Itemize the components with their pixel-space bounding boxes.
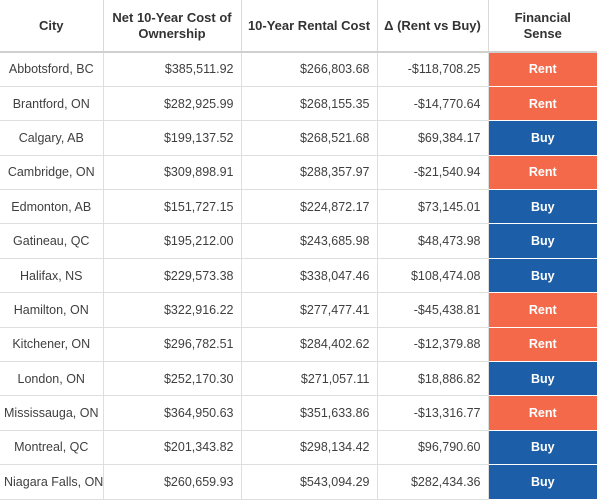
- financial-sense-badge: Buy: [488, 223, 597, 259]
- cell-ownership-cost: $282,925.99: [103, 86, 242, 122]
- header-ownership-label: Net 10-Year Cost of Ownership: [112, 9, 232, 41]
- table-row: Cambridge, ON $309,898.91 $288,357.97 -$21,…: [0, 155, 597, 191]
- cell-ownership-cost: $260,659.93: [103, 464, 242, 500]
- table-row: Montreal, QC $201,343.82 $298,134.42 $96,79…: [0, 430, 597, 466]
- cell-delta: -$45,438.81: [377, 292, 489, 328]
- cell-rental-cost: $271,057.11: [241, 361, 378, 397]
- financial-sense-badge: Rent: [488, 292, 597, 328]
- cell-delta: $282,434.36: [377, 464, 489, 500]
- financial-sense-badge: Buy: [488, 258, 597, 294]
- financial-sense-badge: Rent: [488, 327, 597, 363]
- financial-sense-badge: Rent: [488, 86, 597, 122]
- table-row: Hamilton, ON $322,916.22 $277,477.41 -$45,4…: [0, 292, 597, 328]
- cell-rental-cost: $543,094.29: [241, 464, 378, 500]
- cell-ownership-cost: $309,898.91: [103, 155, 242, 191]
- cell-rental-cost: $266,803.68: [241, 52, 378, 87]
- table-row: Kitchener, ON $296,782.51 $284,402.62 -$12,…: [0, 327, 597, 363]
- cell-delta: -$13,316.77: [377, 395, 489, 431]
- cell-delta: $73,145.01: [377, 189, 489, 225]
- cell-delta: -$12,379.88: [377, 327, 489, 363]
- financial-sense-badge: Rent: [488, 52, 597, 87]
- cell-delta: $96,790.60: [377, 430, 489, 466]
- cell-city: Halifax, NS: [0, 258, 104, 294]
- financial-sense-badge: Rent: [488, 395, 597, 431]
- table-row: Edmonton, AB $151,727.15 $224,872.17 $73,14…: [0, 189, 597, 225]
- cell-rental-cost: $224,872.17: [241, 189, 378, 225]
- cell-ownership-cost: $296,782.51: [103, 327, 242, 363]
- header-delta: Δ (Rent vs Buy): [377, 0, 489, 53]
- cell-delta: $48,473.98: [377, 223, 489, 259]
- cell-ownership-cost: $201,343.82: [103, 430, 242, 466]
- cell-city: Brantford, ON: [0, 86, 104, 122]
- cell-rental-cost: $277,477.41: [241, 292, 378, 328]
- cell-ownership-cost: $364,950.63: [103, 395, 242, 431]
- cell-city: Niagara Falls, ON: [0, 464, 104, 500]
- cell-city: Gatineau, QC: [0, 223, 104, 259]
- header-financial-sense: Financial Sense: [488, 0, 597, 53]
- cell-ownership-cost: $252,170.30: [103, 361, 242, 397]
- cell-rental-cost: $284,402.62: [241, 327, 378, 363]
- header-city: City: [0, 0, 104, 53]
- table-row: Halifax, NS $229,573.38 $338,047.46 $108,47…: [0, 258, 597, 294]
- financial-sense-badge: Buy: [488, 189, 597, 225]
- cell-rental-cost: $351,633.86: [241, 395, 378, 431]
- cell-delta: -$14,770.64: [377, 86, 489, 122]
- table-row: Gatineau, QC $195,212.00 $243,685.98 $48,47…: [0, 223, 597, 259]
- cell-rental-cost: $243,685.98: [241, 223, 378, 259]
- cell-city: Montreal, QC: [0, 430, 104, 466]
- financial-sense-badge: Buy: [488, 430, 597, 466]
- cell-city: Calgary, AB: [0, 120, 104, 156]
- header-city-label: City: [38, 17, 64, 33]
- cell-ownership-cost: $195,212.00: [103, 223, 242, 259]
- header-sense-label: Financial Sense: [514, 9, 571, 41]
- cell-ownership-cost: $199,137.52: [103, 120, 242, 156]
- cell-city: Hamilton, ON: [0, 292, 104, 328]
- cell-rental-cost: $288,357.97: [241, 155, 378, 191]
- cell-city: Abbotsford, BC: [0, 52, 104, 87]
- table-body: Abbotsford, BC $385,511.92 $266,803.68 -$11…: [0, 52, 597, 500]
- cell-city: Cambridge, ON: [0, 155, 104, 191]
- financial-sense-badge: Buy: [488, 464, 597, 500]
- table-row: Mississauga, ON $364,950.63 $351,633.86 -$1…: [0, 395, 597, 431]
- financial-sense-badge: Buy: [488, 361, 597, 397]
- cell-rental-cost: $268,521.68: [241, 120, 378, 156]
- cell-rental-cost: $338,047.46: [241, 258, 378, 294]
- cell-ownership-cost: $322,916.22: [103, 292, 242, 328]
- header-ownership-cost: Net 10-Year Cost of Ownership: [103, 0, 242, 53]
- table-row: Calgary, AB $199,137.52 $268,521.68 $69,384…: [0, 120, 597, 156]
- cell-city: London, ON: [0, 361, 104, 397]
- table-row: Abbotsford, BC $385,511.92 $266,803.68 -$11…: [0, 52, 597, 87]
- table-row: Niagara Falls, ON $260,659.93 $543,094.29 $…: [0, 464, 597, 500]
- cell-ownership-cost: $385,511.92: [103, 52, 242, 87]
- header-rental-label: 10-Year Rental Cost: [247, 17, 371, 33]
- header-delta-label: Δ (Rent vs Buy): [384, 17, 481, 33]
- financial-sense-badge: Buy: [488, 120, 597, 156]
- cell-delta: $108,474.08: [377, 258, 489, 294]
- table-row: London, ON $252,170.30 $271,057.11 $18,886.…: [0, 361, 597, 397]
- cell-delta: -$118,708.25: [377, 52, 489, 87]
- cell-ownership-cost: $151,727.15: [103, 189, 242, 225]
- cell-rental-cost: $268,155.35: [241, 86, 378, 122]
- header-row: City Net 10-Year Cost of Ownership 10-Ye…: [0, 0, 597, 53]
- cell-rental-cost: $298,134.42: [241, 430, 378, 466]
- cell-city: Kitchener, ON: [0, 327, 104, 363]
- cell-delta: -$21,540.94: [377, 155, 489, 191]
- header-rental-cost: 10-Year Rental Cost: [241, 0, 378, 53]
- table-row: Brantford, ON $282,925.99 $268,155.35 -$14,…: [0, 86, 597, 122]
- cell-delta: $69,384.17: [377, 120, 489, 156]
- cell-delta: $18,886.82: [377, 361, 489, 397]
- cell-city: Mississauga, ON: [0, 395, 104, 431]
- cell-ownership-cost: $229,573.38: [103, 258, 242, 294]
- cell-city: Edmonton, AB: [0, 189, 104, 225]
- financial-sense-badge: Rent: [488, 155, 597, 191]
- table-header: City Net 10-Year Cost of Ownership 10-Ye…: [0, 0, 597, 53]
